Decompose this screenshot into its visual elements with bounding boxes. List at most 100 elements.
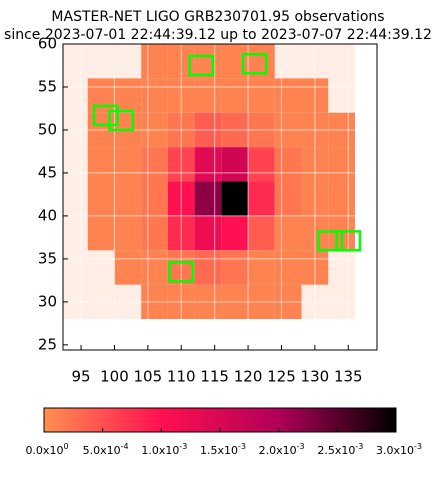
cell — [114, 181, 142, 216]
cell — [194, 78, 222, 113]
cell — [114, 147, 142, 182]
x-tick-label: 125 — [267, 368, 296, 386]
colorbar-tick-text: 1.0x10 — [141, 444, 179, 457]
colorbar-tick-exponent: 0 — [63, 442, 68, 451]
colorbar-tick-text: 1.5x10 — [200, 444, 238, 457]
colorbar-tick-label: 5.0x10-4 — [83, 442, 129, 458]
cell — [194, 44, 222, 79]
colorbar-tick-exponent: -3 — [414, 442, 422, 451]
field — [241, 53, 268, 75]
colorbar-tick-exponent: -3 — [238, 442, 246, 451]
cell — [87, 78, 115, 113]
cell — [141, 44, 168, 79]
y-tick-label: 45 — [38, 163, 57, 181]
cell — [248, 147, 275, 182]
fields — [92, 53, 362, 283]
colorbar-tick-label: 3.0x10-3 — [376, 442, 422, 458]
colorbar-tick-label: 2.0x10-3 — [259, 442, 305, 458]
colorbar-tick-text: 2.5x10 — [317, 444, 355, 457]
cell — [328, 250, 355, 285]
x-tick-label: 115 — [200, 368, 229, 386]
cell — [114, 250, 142, 285]
cell — [63, 250, 88, 285]
y-tick-label: 60 — [38, 35, 57, 53]
x-tick-label: 110 — [167, 368, 196, 386]
cell — [328, 147, 355, 182]
y-tick-label: 30 — [38, 292, 57, 310]
cell — [87, 44, 115, 79]
colorbar-tick-label: 1.5x10-3 — [200, 442, 246, 458]
y-tick-label: 55 — [38, 77, 57, 95]
x-tick-label: 130 — [301, 368, 330, 386]
chart-subtitle: since 2023-07-01 22:44:39.12 up to 2023-… — [4, 27, 432, 43]
cell — [114, 78, 142, 113]
colorbar-tick-text: 5.0x10 — [83, 444, 121, 457]
x-tick-label: 100 — [100, 368, 129, 386]
cell — [221, 250, 249, 285]
cell — [221, 78, 249, 113]
cell — [248, 181, 275, 216]
cell — [221, 147, 249, 182]
y-tick-label: 35 — [38, 249, 57, 267]
colorbar-tick-exponent: -3 — [297, 442, 305, 451]
cell — [274, 250, 302, 285]
plot-frame — [62, 43, 378, 351]
cell — [194, 250, 222, 285]
heatmap — [63, 44, 355, 320]
field — [108, 109, 135, 132]
cell — [274, 181, 302, 216]
cell — [328, 78, 355, 113]
cell — [274, 215, 302, 251]
field — [335, 230, 362, 252]
cell — [274, 147, 302, 182]
colorbar-tick-label: 1.0x10-3 — [141, 442, 187, 458]
cell — [141, 250, 168, 285]
cell — [274, 78, 302, 113]
x-tick-label: 105 — [134, 368, 163, 386]
field — [168, 261, 195, 283]
colorbar-tick-label: 0.0x100 — [25, 442, 68, 458]
cell — [87, 250, 115, 285]
cell — [63, 181, 88, 216]
chart-title: MASTER-NET LIGO GRB230701.95 observation… — [51, 9, 384, 25]
cell — [141, 78, 168, 113]
cell — [141, 147, 168, 182]
colorbar-tick-text: 3.0x10 — [376, 444, 414, 457]
cell — [248, 78, 275, 113]
cell — [194, 181, 222, 216]
cell — [328, 181, 355, 216]
y-tick-label: 50 — [38, 120, 57, 138]
cell — [87, 147, 115, 182]
colorbar-tick-text: 0.0x10 — [25, 444, 63, 457]
y-tick-label: 40 — [38, 206, 57, 224]
cell — [63, 78, 88, 113]
cell — [248, 215, 275, 251]
field — [317, 230, 344, 252]
cell — [248, 250, 275, 285]
y-tick-label: 25 — [38, 335, 57, 353]
cell — [114, 44, 142, 79]
colorbar-tick-text: 2.0x10 — [259, 444, 297, 457]
cell — [328, 44, 355, 79]
cell — [63, 44, 88, 79]
cell — [63, 147, 88, 182]
colorbar-tick-exponent: -3 — [179, 442, 187, 451]
cell — [63, 215, 88, 251]
cell — [141, 181, 168, 216]
cell — [87, 181, 115, 216]
colorbar-tick-label: 2.5x10-3 — [317, 442, 363, 458]
x-tick-label: 95 — [71, 368, 90, 386]
cell — [114, 215, 142, 251]
cell — [221, 215, 249, 251]
cell — [274, 44, 302, 79]
x-tick-label: 120 — [234, 368, 263, 386]
cell — [87, 215, 115, 251]
cell — [221, 181, 249, 216]
grid — [63, 43, 377, 350]
cell — [141, 215, 168, 251]
cell — [194, 147, 222, 182]
cell — [194, 215, 222, 251]
field — [188, 54, 215, 77]
